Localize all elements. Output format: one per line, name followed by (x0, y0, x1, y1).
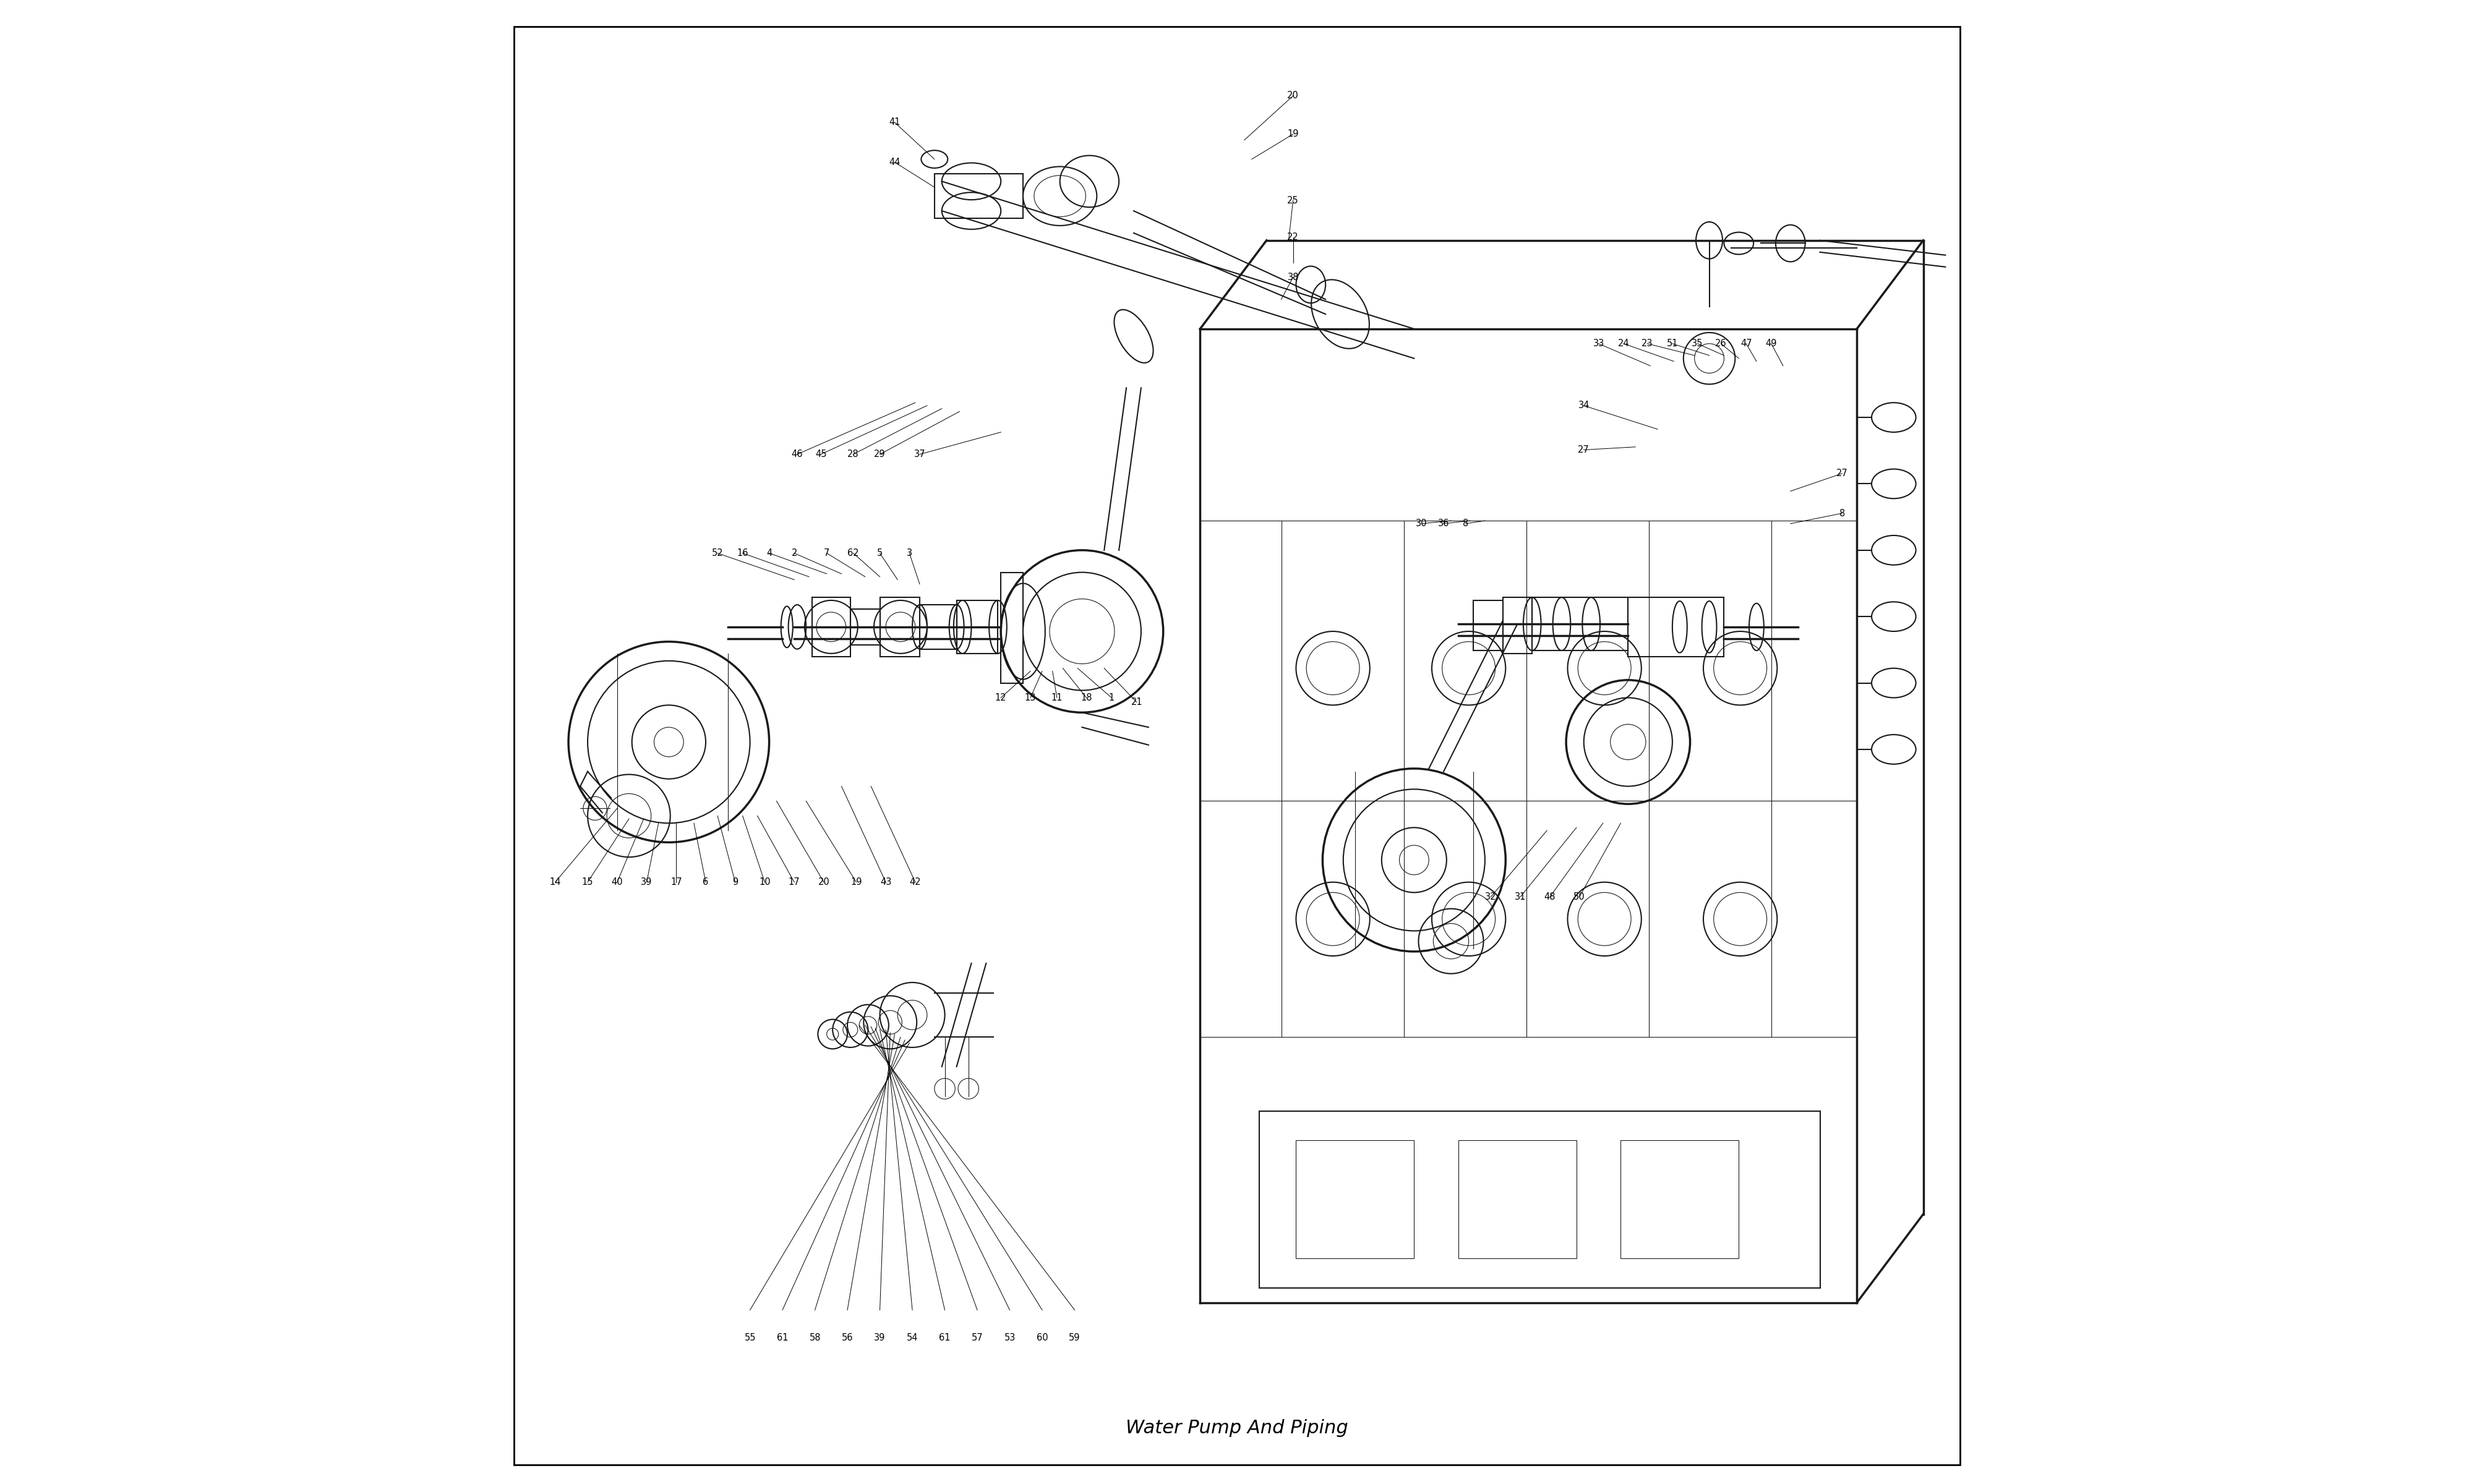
Bar (1531, 598, 1628, 650)
Text: 27: 27 (1578, 445, 1591, 454)
Text: 15: 15 (581, 877, 594, 887)
Text: 57: 57 (972, 1334, 982, 1343)
Text: 24: 24 (1618, 338, 1630, 349)
Text: 54: 54 (905, 1334, 918, 1343)
Text: 39: 39 (873, 1334, 886, 1343)
Text: 22: 22 (1286, 233, 1299, 242)
Text: 19: 19 (851, 877, 861, 887)
Text: 58: 58 (809, 1334, 821, 1343)
Bar (851, 610, 881, 644)
Text: 25: 25 (1286, 196, 1299, 205)
Bar (1620, 1140, 1739, 1258)
Text: 32: 32 (1484, 892, 1497, 902)
Text: 28: 28 (849, 450, 858, 459)
Text: 11: 11 (1051, 693, 1064, 702)
Text: 59: 59 (1069, 1334, 1081, 1343)
Text: 40: 40 (611, 877, 623, 887)
Text: 26: 26 (1714, 338, 1727, 349)
Text: 1: 1 (1108, 693, 1113, 702)
Text: 9: 9 (732, 877, 737, 887)
Text: 38: 38 (1286, 273, 1299, 282)
Text: 62: 62 (849, 549, 858, 558)
Text: 12: 12 (995, 693, 1007, 702)
Text: 20: 20 (1286, 91, 1299, 101)
Text: 47: 47 (1739, 338, 1752, 349)
Text: 31: 31 (1514, 892, 1526, 902)
Text: 21: 21 (1131, 697, 1143, 706)
Text: 56: 56 (841, 1334, 854, 1343)
Bar (881, 598, 920, 656)
Text: 46: 46 (792, 450, 804, 459)
Bar (1502, 598, 1531, 653)
Text: 61: 61 (777, 1334, 789, 1343)
Text: 33: 33 (1593, 338, 1603, 349)
Text: 45: 45 (814, 450, 826, 459)
Text: 8: 8 (1462, 519, 1470, 528)
Text: 13: 13 (1024, 693, 1037, 702)
Bar (1472, 601, 1502, 650)
Bar (1002, 573, 1024, 683)
Text: 19: 19 (1286, 129, 1299, 139)
Text: 42: 42 (910, 877, 920, 887)
Bar (935, 174, 1024, 218)
Text: 3: 3 (905, 549, 913, 558)
Text: 34: 34 (1578, 401, 1588, 410)
Text: Water Pump And Piping: Water Pump And Piping (1126, 1419, 1348, 1437)
Text: 8: 8 (1838, 509, 1846, 518)
Text: 48: 48 (1544, 892, 1556, 902)
Text: 14: 14 (549, 877, 562, 887)
Text: 29: 29 (873, 450, 886, 459)
Text: 20: 20 (819, 877, 829, 887)
Text: 50: 50 (1573, 892, 1586, 902)
Text: 18: 18 (1081, 693, 1091, 702)
Text: 6: 6 (703, 877, 708, 887)
Bar (1457, 1140, 1576, 1258)
Text: 17: 17 (670, 877, 683, 887)
Text: 2: 2 (792, 549, 797, 558)
Text: 49: 49 (1766, 338, 1776, 349)
Text: 4: 4 (767, 549, 772, 558)
Text: 41: 41 (888, 117, 901, 128)
Bar (1296, 1140, 1415, 1258)
Text: 35: 35 (1692, 338, 1702, 349)
Bar (920, 605, 957, 649)
Bar (957, 601, 997, 653)
Text: 52: 52 (713, 549, 722, 558)
Text: 37: 37 (913, 450, 925, 459)
Text: 36: 36 (1437, 519, 1450, 528)
Text: 17: 17 (789, 877, 799, 887)
Bar (811, 598, 851, 656)
Text: 51: 51 (1667, 338, 1677, 349)
Bar (1628, 598, 1724, 656)
Text: 55: 55 (745, 1334, 755, 1343)
Text: 60: 60 (1037, 1334, 1049, 1343)
Bar (1259, 1112, 1821, 1288)
Text: 43: 43 (881, 877, 891, 887)
Text: 5: 5 (876, 549, 883, 558)
Text: 10: 10 (760, 877, 769, 887)
Text: 7: 7 (824, 549, 829, 558)
Text: 27: 27 (1836, 469, 1848, 478)
Text: 30: 30 (1415, 519, 1427, 528)
Text: 61: 61 (940, 1334, 950, 1343)
Text: 44: 44 (888, 157, 901, 166)
Text: 16: 16 (737, 549, 747, 558)
Text: 53: 53 (1004, 1334, 1014, 1343)
Text: 39: 39 (641, 877, 653, 887)
Text: 23: 23 (1643, 338, 1653, 349)
